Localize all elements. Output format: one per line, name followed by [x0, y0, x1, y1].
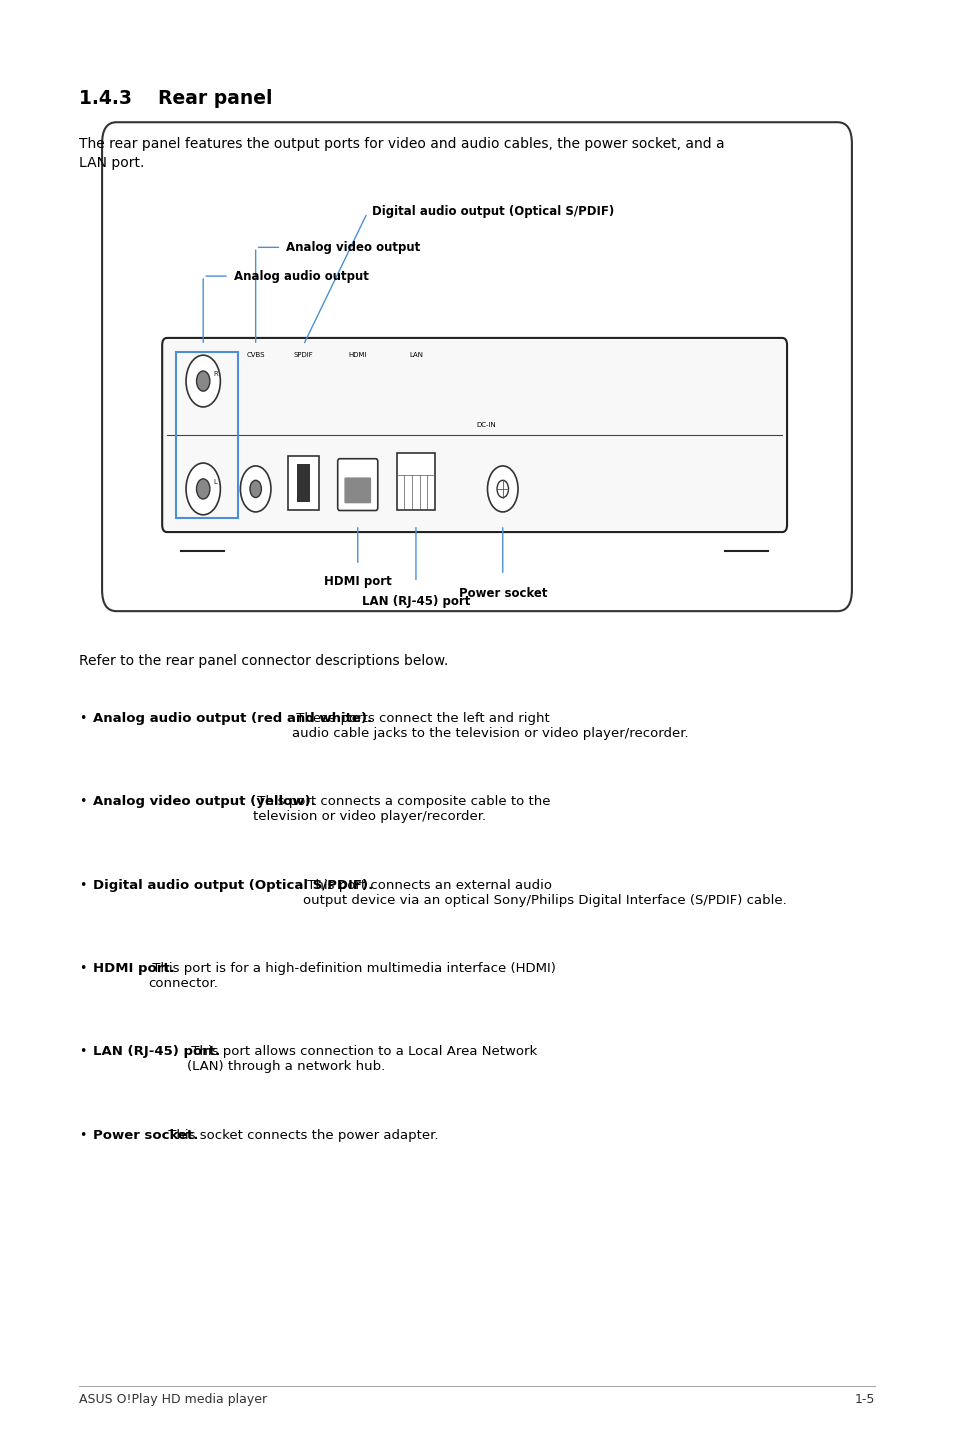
Text: HDMI port: HDMI port: [323, 575, 392, 588]
Text: Digital audio output (Optical S/PDIF).: Digital audio output (Optical S/PDIF).: [92, 879, 373, 892]
Text: L: L: [213, 479, 217, 485]
Bar: [288, 456, 318, 510]
Text: 1.4.3    Rear panel: 1.4.3 Rear panel: [79, 89, 273, 108]
Circle shape: [196, 479, 210, 499]
Text: •: •: [79, 795, 87, 808]
Text: The rear panel features the output ports for video and audio cables, the power s: The rear panel features the output ports…: [79, 137, 724, 170]
Text: Analog audio output (red and white).: Analog audio output (red and white).: [92, 712, 372, 725]
Text: HDMI port.: HDMI port.: [92, 962, 174, 975]
Text: •: •: [79, 879, 87, 892]
FancyBboxPatch shape: [102, 122, 851, 611]
Text: ASUS O!Play HD media player: ASUS O!Play HD media player: [79, 1393, 267, 1406]
Text: 1-5: 1-5: [854, 1393, 874, 1406]
FancyBboxPatch shape: [162, 338, 786, 532]
Circle shape: [196, 371, 210, 391]
FancyBboxPatch shape: [344, 477, 371, 503]
Text: Power socket.: Power socket.: [92, 1129, 197, 1142]
Text: HDMI: HDMI: [348, 352, 367, 358]
Text: Refer to the rear panel connector descriptions below.: Refer to the rear panel connector descri…: [79, 654, 448, 669]
Text: Analog video output (yellow).: Analog video output (yellow).: [92, 795, 315, 808]
Text: CVBS: CVBS: [246, 352, 265, 358]
Circle shape: [240, 466, 271, 512]
Text: R: R: [213, 371, 218, 377]
Text: Analog audio output: Analog audio output: [233, 269, 368, 283]
Text: This port connects an external audio
output device via an optical Sony/Philips D: This port connects an external audio out…: [302, 879, 785, 906]
Bar: [296, 464, 310, 502]
Text: DC-IN: DC-IN: [476, 421, 496, 429]
Text: •: •: [79, 1129, 87, 1142]
Circle shape: [186, 355, 220, 407]
Circle shape: [487, 466, 517, 512]
Text: This socket connects the power adapter.: This socket connects the power adapter.: [164, 1129, 438, 1142]
Bar: [396, 453, 435, 510]
Text: •: •: [79, 1045, 87, 1058]
Text: SPDIF: SPDIF: [294, 352, 313, 358]
Text: •: •: [79, 712, 87, 725]
Circle shape: [250, 480, 261, 498]
Text: These ports connect the left and right
audio cable jacks to the television or vi: These ports connect the left and right a…: [292, 712, 688, 739]
Text: Digital audio output (Optical S/PDIF): Digital audio output (Optical S/PDIF): [372, 204, 614, 219]
Text: Analog video output: Analog video output: [286, 240, 420, 255]
Text: LAN (RJ-45) port.: LAN (RJ-45) port.: [92, 1045, 219, 1058]
Text: This port allows connection to a Local Area Network
(LAN) through a network hub.: This port allows connection to a Local A…: [187, 1045, 537, 1073]
Text: •: •: [79, 962, 87, 975]
Text: This port is for a high-definition multimedia interface (HDMI)
connector.: This port is for a high-definition multi…: [148, 962, 556, 989]
FancyBboxPatch shape: [337, 459, 377, 510]
Text: LAN (RJ-45) port: LAN (RJ-45) port: [361, 595, 470, 608]
Text: This port connects a composite cable to the
television or video player/recorder.: This port connects a composite cable to …: [253, 795, 550, 823]
Circle shape: [186, 463, 220, 515]
Text: Power socket: Power socket: [458, 587, 546, 600]
Circle shape: [497, 480, 508, 498]
Text: LAN: LAN: [409, 352, 422, 358]
